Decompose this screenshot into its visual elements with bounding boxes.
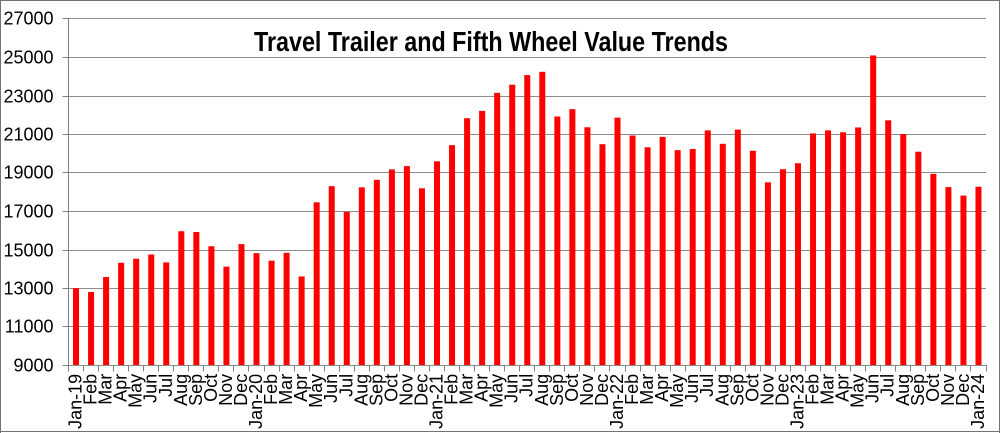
svg-text:Jun: Jun xyxy=(863,374,883,403)
svg-text:Mar: Mar xyxy=(96,374,116,405)
svg-text:Oct: Oct xyxy=(562,374,582,402)
svg-text:Nov: Nov xyxy=(396,374,416,406)
svg-text:Jun: Jun xyxy=(502,374,522,403)
svg-text:Nov: Nov xyxy=(757,374,777,406)
svg-text:Travel Trailer and Fifth Wheel: Travel Trailer and Fifth Wheel Value Tre… xyxy=(254,26,728,57)
svg-text:Aug: Aug xyxy=(712,374,732,406)
svg-text:Sep: Sep xyxy=(547,374,567,406)
svg-text:Feb: Feb xyxy=(261,374,281,405)
svg-text:Apr: Apr xyxy=(111,374,131,402)
svg-text:Oct: Oct xyxy=(381,374,401,402)
svg-text:13000: 13000 xyxy=(3,279,53,299)
svg-text:Apr: Apr xyxy=(472,374,492,402)
svg-text:Aug: Aug xyxy=(351,374,371,406)
svg-text:Mar: Mar xyxy=(276,374,296,405)
svg-text:Nov: Nov xyxy=(577,374,597,406)
svg-text:25000: 25000 xyxy=(3,48,53,68)
svg-text:19000: 19000 xyxy=(3,163,53,183)
svg-text:11000: 11000 xyxy=(5,317,54,337)
svg-text:Sep: Sep xyxy=(908,374,928,406)
svg-text:Jul: Jul xyxy=(336,374,356,397)
svg-text:Jul: Jul xyxy=(156,374,176,397)
svg-text:Jul: Jul xyxy=(878,374,898,397)
svg-text:Aug: Aug xyxy=(532,374,552,406)
svg-text:Jun: Jun xyxy=(141,374,161,403)
svg-text:15000: 15000 xyxy=(3,241,53,261)
svg-text:Oct: Oct xyxy=(923,374,943,402)
svg-text:Aug: Aug xyxy=(893,374,913,406)
svg-text:Feb: Feb xyxy=(442,374,462,405)
svg-text:Feb: Feb xyxy=(622,374,642,405)
svg-text:Aug: Aug xyxy=(171,374,191,406)
svg-text:Mar: Mar xyxy=(637,374,657,405)
svg-text:May: May xyxy=(487,374,507,408)
svg-text:Dec: Dec xyxy=(411,374,431,406)
svg-text:Dec: Dec xyxy=(953,374,973,406)
svg-text:17000: 17000 xyxy=(3,202,53,222)
svg-text:Jan-20: Jan-20 xyxy=(246,374,266,429)
svg-text:May: May xyxy=(306,374,326,408)
svg-text:Sep: Sep xyxy=(366,374,386,406)
svg-text:Feb: Feb xyxy=(803,374,823,405)
svg-text:27000: 27000 xyxy=(3,9,53,29)
svg-text:23000: 23000 xyxy=(3,87,53,107)
svg-text:May: May xyxy=(126,374,146,408)
svg-text:Jan-23: Jan-23 xyxy=(787,374,807,429)
svg-text:Jan-22: Jan-22 xyxy=(607,374,627,429)
svg-text:Sep: Sep xyxy=(186,374,206,406)
svg-text:Nov: Nov xyxy=(216,374,236,406)
svg-text:21000: 21000 xyxy=(3,125,53,145)
svg-text:Apr: Apr xyxy=(291,374,311,402)
svg-text:Jan-19: Jan-19 xyxy=(66,374,86,429)
svg-text:9000: 9000 xyxy=(13,356,53,376)
svg-text:Jun: Jun xyxy=(682,374,702,403)
svg-text:Nov: Nov xyxy=(938,374,958,406)
svg-text:Jan-21: Jan-21 xyxy=(427,374,447,429)
svg-text:Dec: Dec xyxy=(231,374,251,406)
svg-text:Feb: Feb xyxy=(81,374,101,405)
svg-text:Jan-24: Jan-24 xyxy=(968,374,988,429)
svg-text:Dec: Dec xyxy=(592,374,612,406)
svg-text:Apr: Apr xyxy=(833,374,853,402)
svg-text:Dec: Dec xyxy=(772,374,792,406)
svg-text:May: May xyxy=(848,374,868,408)
svg-text:Mar: Mar xyxy=(457,374,477,405)
svg-text:Jun: Jun xyxy=(321,374,341,403)
svg-text:Sep: Sep xyxy=(727,374,747,406)
svg-text:Jul: Jul xyxy=(697,374,717,397)
svg-text:Oct: Oct xyxy=(201,374,221,402)
svg-text:Jul: Jul xyxy=(517,374,537,397)
svg-text:Apr: Apr xyxy=(652,374,672,402)
svg-text:Mar: Mar xyxy=(818,374,838,405)
svg-text:May: May xyxy=(667,374,687,408)
svg-text:Oct: Oct xyxy=(742,374,762,402)
